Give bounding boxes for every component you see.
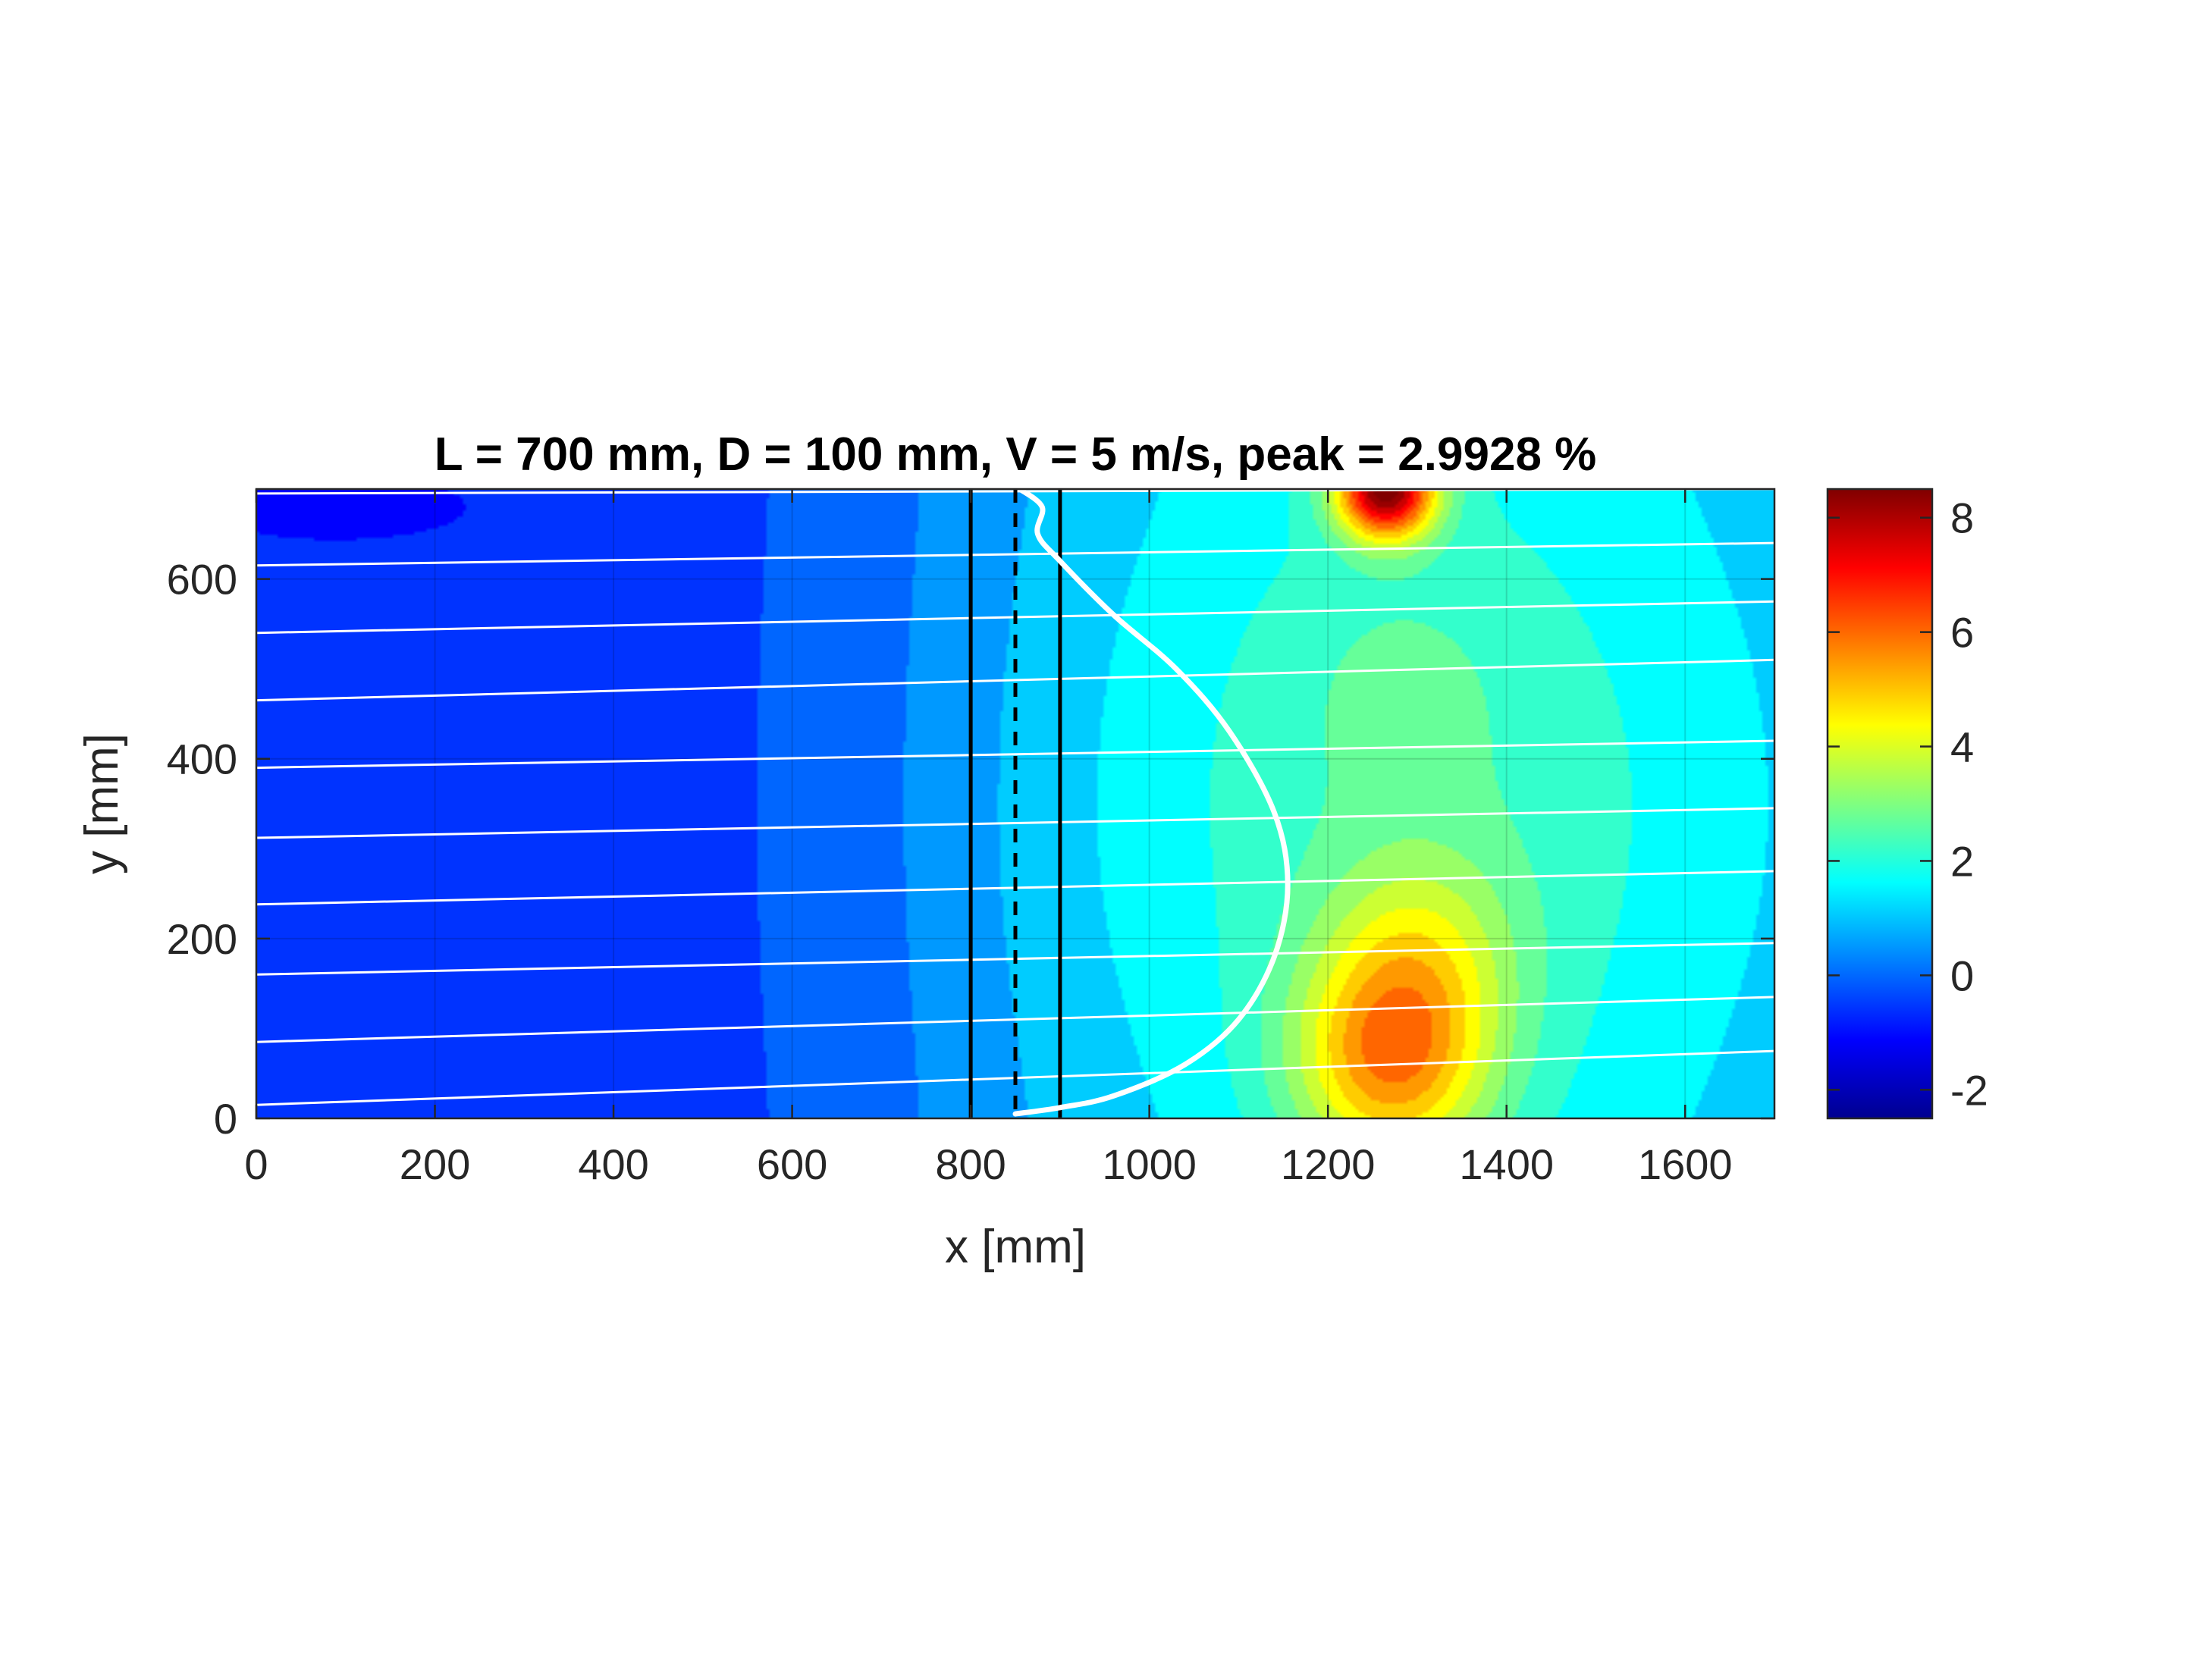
x-tick-label-8: 1600: [1638, 1140, 1733, 1188]
chart-title: L = 700 mm, D = 100 mm, V = 5 m/s, peak …: [435, 428, 1597, 481]
colorbar-tick-label-5: 8: [1950, 494, 1974, 542]
y-tick-label-3: 600: [167, 556, 237, 604]
x-tick-label-0: 0: [244, 1140, 268, 1188]
x-axis-ticks: 0 200 400 600 800 1000 1200 1400 1600: [244, 489, 1733, 1188]
streamline-6: [256, 658, 1774, 702]
y-axis-ticks: 0 200 400 600: [167, 556, 1774, 1143]
x-tick-label-6: 1200: [1281, 1140, 1376, 1188]
colorbar: -2 0 2 4 6 8: [1826, 488, 1988, 1120]
y-tick-label-1: 200: [167, 915, 237, 963]
colorbar-tick-label-2: 2: [1950, 837, 1974, 885]
streamline-4: [256, 807, 1774, 839]
x-tick-label-2: 400: [578, 1140, 648, 1188]
colorbar-gradient: [1826, 488, 1934, 1120]
x-axis-label: x [mm]: [945, 1221, 1086, 1273]
x-tick-label-4: 800: [935, 1140, 1006, 1188]
colorbar-ticks: -2 0 2 4 6 8: [1828, 494, 1988, 1114]
colorbar-tick-label-4: 6: [1950, 609, 1974, 657]
streamline-5: [256, 739, 1774, 770]
x-tick-label-3: 600: [757, 1140, 827, 1188]
y-axis-label: y [mm]: [76, 733, 128, 874]
colorbar-tick-label-3: 4: [1950, 723, 1974, 771]
x-tick-label-7: 1400: [1459, 1140, 1554, 1188]
plot-area: 0 200 400 600 800 1000 1200 1400 1600 0 200 400 600: [167, 488, 1776, 1188]
x-tick-label-1: 200: [400, 1140, 470, 1188]
streamline-1: [256, 996, 1774, 1043]
streamline-8: [256, 541, 1774, 567]
reference-lines: [968, 489, 1062, 1118]
colorbar-tick-label-0: -2: [1950, 1066, 1988, 1114]
profile-curve: [1012, 489, 1291, 1117]
y-tick-label-0: 0: [214, 1095, 237, 1143]
y-tick-label-2: 400: [167, 735, 237, 783]
plot-border: [255, 488, 1776, 1120]
x-tick-label-5: 1000: [1102, 1140, 1197, 1188]
colorbar-tick-label-1: 0: [1950, 952, 1974, 999]
